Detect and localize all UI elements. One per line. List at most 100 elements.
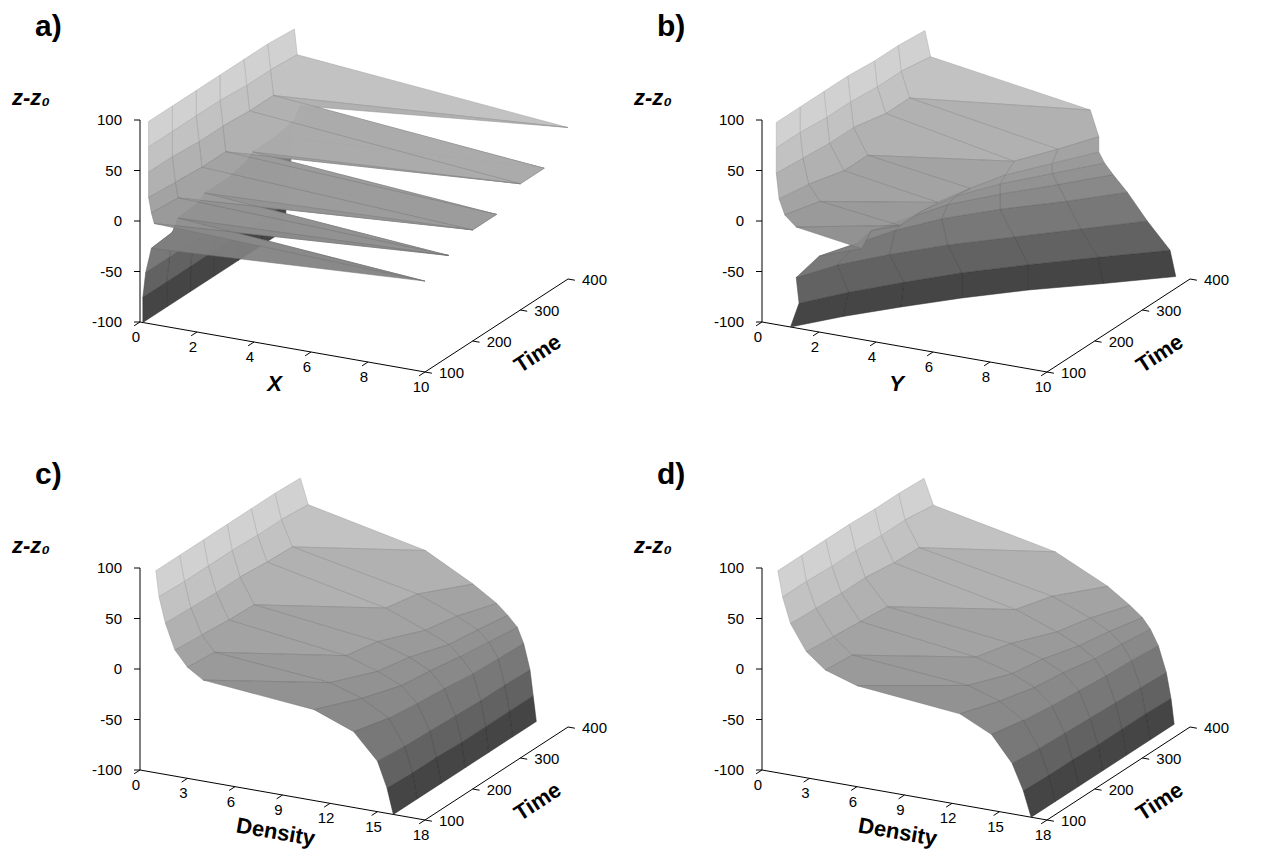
- x-tick-label: 12: [318, 809, 335, 826]
- x-tick: [851, 787, 857, 791]
- x-tick: [994, 812, 1000, 816]
- z-tick-label: 100: [97, 111, 122, 128]
- x-tick-label: 2: [811, 338, 819, 355]
- z-tick-label: 100: [97, 559, 122, 576]
- x-tick: [229, 787, 235, 791]
- x-tick-label: 10: [1035, 378, 1052, 395]
- x-tick-label: 9: [896, 801, 904, 818]
- z-tick: [756, 221, 762, 222]
- x-tick: [946, 803, 952, 807]
- time-tick: [1190, 279, 1197, 280]
- x-tick: [984, 362, 990, 366]
- surface-patch: [202, 620, 346, 656]
- panel-0: 0246810100200300400-100-50050100XTimez-z…: [11, 9, 607, 396]
- z-tick-label: 50: [727, 610, 744, 627]
- x-tick: [756, 770, 762, 774]
- time-tick-label: 100: [439, 364, 464, 381]
- panel-label: b): [657, 9, 685, 42]
- surface-patch: [802, 540, 832, 582]
- z-tick-label: 0: [114, 212, 122, 229]
- x-tick: [372, 812, 378, 816]
- time-tick: [1047, 372, 1054, 373]
- time-tick-label: 200: [1109, 781, 1134, 798]
- panel-label: a): [35, 9, 62, 42]
- x-tick: [419, 820, 425, 824]
- ticks: 0246810100200300400-100-50050100: [92, 111, 607, 395]
- x-tick-label: 12: [940, 809, 957, 826]
- time-tick-label: 400: [582, 271, 607, 288]
- surface-patch: [874, 46, 901, 87]
- x-tick: [1041, 372, 1047, 376]
- time-tick: [520, 758, 527, 759]
- time-tick: [568, 727, 575, 728]
- surface-patch: [824, 76, 851, 117]
- z-tick-label: 0: [736, 660, 744, 677]
- x-tick-label: 2: [189, 338, 197, 355]
- time-tick: [1095, 789, 1102, 790]
- surface-patch: [865, 563, 1016, 610]
- x-tick-label: 3: [179, 784, 187, 801]
- panel-2: 0369121518100200300400-100-50050100Densi…: [11, 457, 607, 851]
- z-tick-label: 0: [114, 660, 122, 677]
- surface-patch: [220, 60, 247, 101]
- x-tick: [804, 778, 810, 782]
- z-tick-label: 50: [105, 610, 122, 627]
- x-tick-label: 10: [413, 378, 430, 395]
- x-tick: [362, 362, 368, 366]
- x-axis-title: Density: [856, 812, 939, 850]
- x-tick-label: 6: [925, 358, 933, 375]
- x-tick: [813, 332, 819, 336]
- surface-patch: [354, 718, 405, 761]
- surface-patch: [196, 75, 220, 116]
- time-tick-label: 200: [487, 333, 512, 350]
- surface-patch: [809, 171, 938, 203]
- panel-label: c): [35, 457, 62, 490]
- x-tick-label: 6: [849, 793, 857, 810]
- z-tick: [756, 618, 762, 619]
- x-tick: [927, 352, 933, 356]
- x-tick-label: 0: [754, 776, 762, 793]
- x-tick-label: 4: [246, 348, 254, 365]
- x-tick-label: 8: [360, 368, 368, 385]
- z-tick: [134, 719, 140, 720]
- x-tick: [248, 342, 254, 346]
- x-tick-label: 15: [987, 818, 1004, 835]
- x-tick: [756, 322, 762, 326]
- z-tick: [756, 120, 762, 121]
- x-tick: [277, 795, 283, 799]
- panel-1: 0246810100200300400-100-50050100YTimez-z…: [633, 9, 1229, 396]
- surface-patch: [180, 540, 209, 582]
- surface-patch: [240, 562, 386, 608]
- z-tick: [756, 322, 762, 323]
- z-tick-label: -50: [722, 263, 744, 280]
- figure: 0246810100200300400-100-50050100XTimez-z…: [0, 0, 1265, 862]
- x-tick-label: 18: [413, 826, 430, 843]
- surface-patch: [848, 61, 878, 102]
- x-tick-label: 6: [303, 358, 311, 375]
- z-tick: [756, 170, 762, 171]
- x-tick-label: 8: [982, 368, 990, 385]
- surface-patch: [776, 107, 800, 148]
- z-tick: [134, 669, 140, 670]
- z-axis-title: z-z₀: [11, 533, 50, 558]
- time-tick-label: 300: [1156, 302, 1181, 319]
- z-tick-label: 100: [719, 111, 744, 128]
- time-tick-label: 100: [1061, 812, 1086, 829]
- surface: [776, 31, 1176, 328]
- x-tick-label: 0: [132, 776, 140, 793]
- surface-patch: [244, 44, 271, 85]
- surface-patch: [800, 92, 827, 133]
- x-axis-title: Y: [889, 371, 906, 396]
- x-tick-label: 18: [1035, 826, 1052, 843]
- surface-patch: [992, 720, 1040, 763]
- z-tick: [756, 271, 762, 272]
- x-tick-label: 3: [801, 784, 809, 801]
- x-axis-line: [762, 770, 1047, 820]
- time-tick-label: 300: [534, 750, 559, 767]
- z-tick: [134, 271, 140, 272]
- surface-patch: [227, 509, 257, 551]
- surface-patch: [956, 175, 1005, 196]
- time-tick-label: 400: [1204, 719, 1229, 736]
- x-axis-line: [762, 322, 1047, 372]
- time-tick-label: 300: [534, 302, 559, 319]
